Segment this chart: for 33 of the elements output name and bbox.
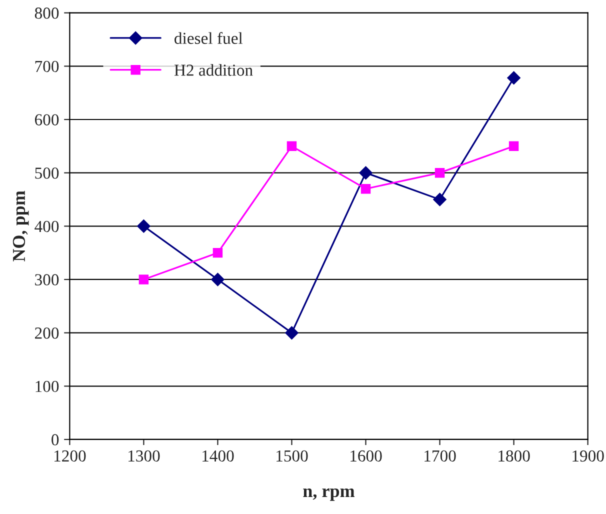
y-tick-label: 0 <box>52 434 59 446</box>
x-tick-label: 1700 <box>424 450 456 462</box>
legend-label: H2 addition <box>174 64 253 76</box>
point <box>286 141 297 152</box>
point <box>137 220 150 233</box>
y-tick-label: 700 <box>35 60 59 72</box>
x-tick-label: 1500 <box>276 450 308 462</box>
point <box>507 71 520 84</box>
x-tick-label: 1200 <box>54 450 86 462</box>
point <box>433 192 446 206</box>
y-tick-label: 600 <box>34 114 59 126</box>
y-tick-label: 100 <box>36 380 59 392</box>
y-tick-label: 500 <box>35 168 59 179</box>
y-axis-title: NO, ppm <box>12 190 29 262</box>
point <box>138 274 149 284</box>
point <box>508 141 519 152</box>
point <box>285 326 298 340</box>
point <box>360 184 371 194</box>
legend-label: diesel fuel <box>174 32 243 44</box>
x-tick-label: 1600 <box>350 450 382 462</box>
x-axis-title: n, rpm <box>303 488 355 501</box>
x-tick-label: 1300 <box>128 450 160 462</box>
y-tick-label: 300 <box>35 274 59 286</box>
x-tick-label: 1800 <box>498 450 530 462</box>
y-tick-label: 200 <box>35 328 59 339</box>
point <box>211 272 224 286</box>
point <box>212 248 223 258</box>
x-tick-label: 1900 <box>572 450 604 462</box>
x-tick-label: 1400 <box>202 450 234 462</box>
point <box>359 166 372 180</box>
y-tick-label: 400 <box>34 220 59 232</box>
y-tick-label: 800 <box>34 8 59 19</box>
point <box>434 168 445 178</box>
